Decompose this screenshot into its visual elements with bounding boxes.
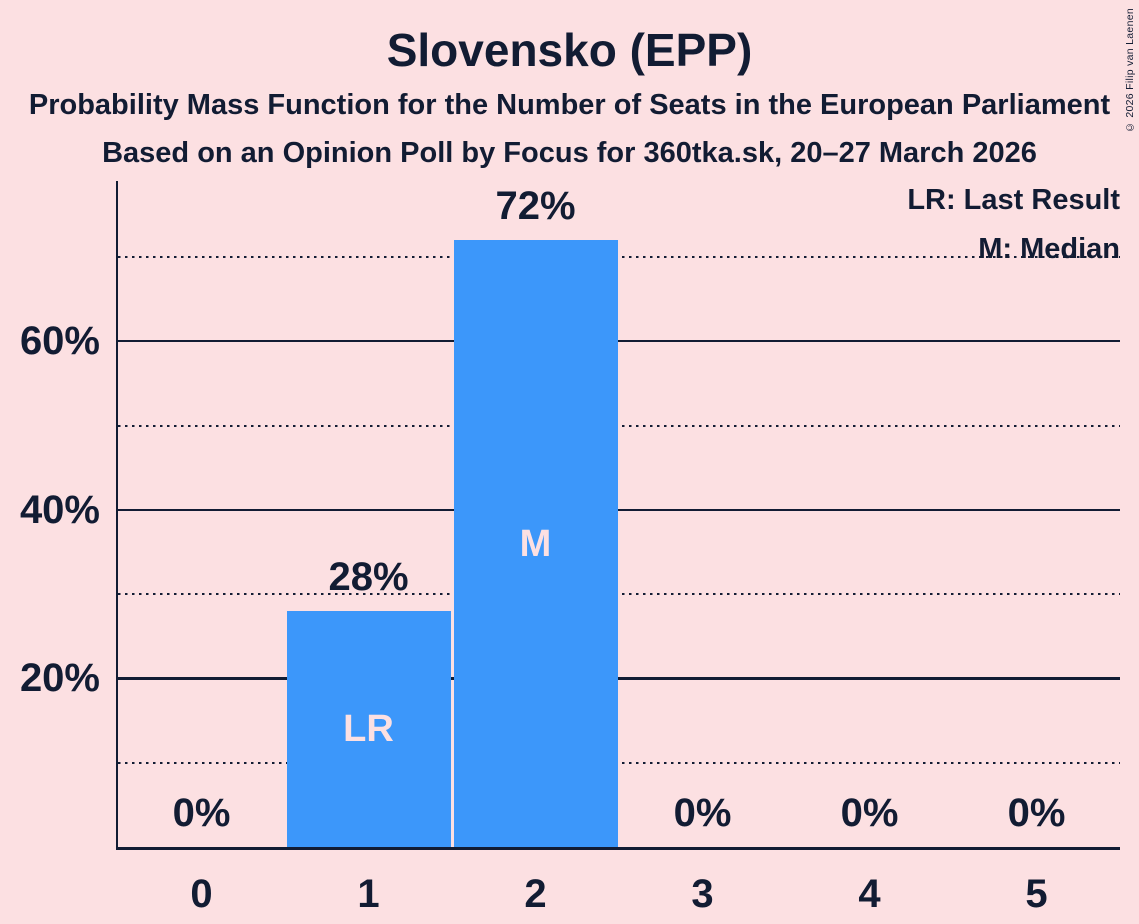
x-axis-line xyxy=(115,847,1120,850)
x-axis-label-0: 0 xyxy=(190,872,213,916)
bar-value-label-2: 72% xyxy=(495,184,576,229)
y-axis-line xyxy=(115,181,118,850)
bar-value-label-3: 0% xyxy=(673,791,732,835)
bar-value-label-0: 0% xyxy=(172,791,231,835)
bar-annotation-lr: LR xyxy=(343,707,394,750)
x-axis-label-4: 4 xyxy=(858,872,881,916)
bar-value-label-4: 0% xyxy=(840,791,899,835)
x-axis-label-2: 2 xyxy=(524,872,547,916)
bar-value-label-1: 28% xyxy=(328,554,409,599)
gridline-dotted-50 xyxy=(118,424,1120,427)
y-axis-label-60: 60% xyxy=(19,319,100,364)
gridline-dotted-10 xyxy=(118,761,1120,764)
gridline-solid-20 xyxy=(118,677,1120,680)
y-axis-label-20: 20% xyxy=(19,656,100,701)
y-axis-label-40: 40% xyxy=(19,487,100,532)
legend-last-result-label: LR: Last Result xyxy=(907,184,1120,216)
x-axis-label-5: 5 xyxy=(1025,872,1048,916)
x-axis-label-1: 1 xyxy=(357,872,380,916)
chart-subtitle-method: Probability Mass Function for the Number… xyxy=(28,89,1111,121)
page-title: Slovensko (EPP) xyxy=(386,24,753,76)
gridline-dotted-30 xyxy=(118,593,1120,596)
bar-seats-1 xyxy=(286,610,451,847)
chart-subtitle-source: Based on an Opinion Poll by Focus for 36… xyxy=(102,137,1037,169)
gridline-dotted-70 xyxy=(118,255,1120,259)
legend-median-label: M: Median xyxy=(978,233,1120,265)
copyright-notice: © 2026 Filip van Laenen xyxy=(1124,8,1136,134)
gridline-solid-60 xyxy=(118,340,1120,343)
bar-value-label-5: 0% xyxy=(1007,791,1066,835)
bar-seats-2 xyxy=(453,240,618,847)
gridline-solid-40 xyxy=(118,508,1120,511)
bar-annotation-m: M xyxy=(519,522,552,565)
x-axis-label-3: 3 xyxy=(691,872,714,916)
